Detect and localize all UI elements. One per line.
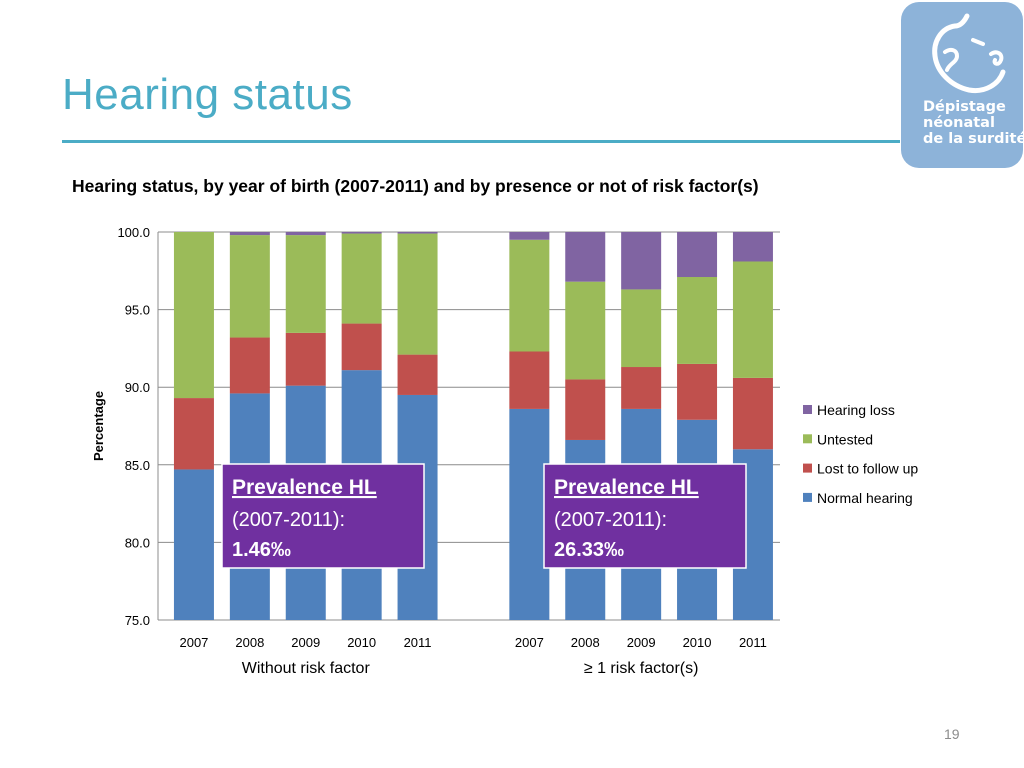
bar-segment-hearing-loss: [565, 232, 606, 282]
group-label: ≥ 1 risk factor(s): [584, 660, 699, 677]
x-tick-label: 2007: [179, 635, 208, 650]
legend-swatch: [803, 492, 812, 502]
page-title: Hearing status: [62, 70, 353, 119]
bar-segment-hearing-loss: [285, 232, 326, 236]
bar-segment-untested: [173, 232, 214, 399]
logo-line-1: Dépistage: [923, 99, 1006, 115]
x-tick-label: 2007: [515, 635, 544, 650]
bar-segment-lost-to-follow-up: [565, 379, 606, 440]
bar-segment-lost-to-follow-up: [509, 351, 550, 409]
baby-ear-icon: [932, 13, 1006, 94]
prevalence-period: (2007-2011):: [554, 509, 667, 531]
y-tick-label: 100.0: [117, 225, 150, 240]
prevalence-value: 26.33‰: [554, 539, 624, 561]
legend-label: Lost to follow up: [817, 461, 918, 477]
bar-segment-hearing-loss: [621, 232, 662, 290]
y-tick-label: 80.0: [125, 535, 150, 550]
bar-segment-untested: [677, 277, 718, 364]
bar-segment-lost-to-follow-up: [229, 337, 270, 394]
legend-label: Untested: [817, 431, 873, 447]
bar-segment-normal-hearing: [509, 408, 550, 620]
y-tick-label: 75.0: [125, 613, 150, 628]
group-label: Without risk factor: [242, 660, 371, 677]
prevalence-box: [543, 463, 747, 569]
bar-segment-lost-to-follow-up: [677, 363, 718, 420]
bar-segment-untested: [621, 289, 662, 368]
chart-title: Hearing status, by year of birth (2007-2…: [72, 176, 759, 196]
prevalence-title: Prevalence HL: [554, 476, 699, 499]
title-divider: [62, 140, 900, 143]
legend-swatch: [803, 434, 812, 444]
bar-segment-lost-to-follow-up: [621, 367, 662, 409]
prevalence-title: Prevalence HL: [232, 476, 377, 499]
y-tick-label: 90.0: [125, 380, 150, 395]
x-tick-label: 2009: [627, 635, 656, 650]
bar-segment-untested: [397, 233, 438, 355]
bar-segment-lost-to-follow-up: [173, 398, 214, 470]
x-tick-label: 2011: [739, 635, 767, 650]
logo-line-2: néonatal: [923, 115, 995, 131]
x-tick-label: 2010: [347, 635, 376, 650]
bar-segment-lost-to-follow-up: [732, 377, 773, 450]
y-tick-label: 85.0: [125, 458, 150, 473]
bar-segment-untested: [565, 281, 606, 380]
bar-segment-hearing-loss: [341, 232, 382, 234]
y-tick-label: 95.0: [125, 303, 150, 318]
x-tick-label: 2009: [291, 635, 320, 650]
legend-swatch: [803, 463, 812, 473]
bar-segment-normal-hearing: [173, 469, 214, 620]
prevalence-box: [221, 463, 425, 569]
bar-segment-untested: [732, 261, 773, 378]
page-number: 19: [944, 726, 960, 742]
bar-segment-hearing-loss: [677, 232, 718, 278]
x-tick-label: 2011: [404, 635, 432, 650]
logo-text: Dépistage néonatal de la surdité: [923, 99, 1024, 147]
bar-segment-lost-to-follow-up: [397, 354, 438, 395]
x-tick-label: 2008: [235, 635, 264, 650]
prevalence-value: 1.46‰: [232, 539, 291, 561]
legend-swatch: [803, 405, 812, 414]
legend-label: Normal hearing: [817, 490, 913, 506]
bar-segment-untested: [285, 235, 326, 333]
logo: Dépistage néonatal de la surdité: [901, 2, 1024, 168]
x-tick-label: 2008: [571, 635, 600, 650]
bar-segment-hearing-loss: [229, 232, 270, 236]
logo-line-3: de la surdité: [923, 131, 1024, 147]
bar-segment-lost-to-follow-up: [285, 332, 326, 386]
bar-segment-untested: [509, 239, 550, 352]
prevalence-period: (2007-2011):: [232, 509, 345, 531]
bar-segment-lost-to-follow-up: [341, 323, 382, 371]
bar-segment-untested: [341, 233, 382, 324]
bar-segment-hearing-loss: [397, 232, 438, 234]
bar-segment-hearing-loss: [509, 232, 550, 240]
bar-segment-hearing-loss: [732, 232, 773, 262]
y-axis-label: Percentage: [91, 391, 106, 461]
x-tick-label: 2010: [683, 635, 712, 650]
legend-label: Hearing loss: [817, 402, 895, 418]
bar-segment-untested: [229, 235, 270, 338]
